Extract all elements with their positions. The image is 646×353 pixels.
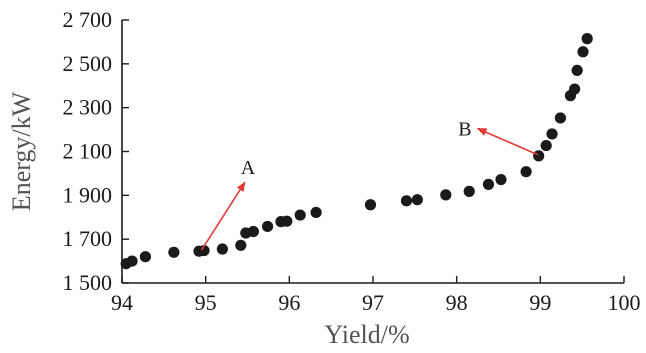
y-tick-label: 2 500 <box>63 51 113 76</box>
y-tick-label: 1 500 <box>63 270 113 295</box>
data-point <box>520 166 532 178</box>
x-tick-label: 96 <box>278 290 300 315</box>
data-point <box>364 199 377 211</box>
x-tick-label: 95 <box>195 290 217 315</box>
data-point <box>216 243 228 255</box>
data-point <box>554 112 567 124</box>
y-tick-label: 1 900 <box>63 182 113 207</box>
data-point <box>198 244 210 257</box>
x-tick-label: 100 <box>608 290 641 315</box>
data-point <box>581 33 593 45</box>
data-point <box>571 64 583 77</box>
data-point <box>495 173 507 186</box>
data-point <box>261 220 274 233</box>
data-point <box>235 239 247 251</box>
data-point <box>281 215 293 227</box>
x-tick-label: 94 <box>111 290 133 315</box>
data-point <box>440 189 452 201</box>
data-point <box>482 178 495 190</box>
x-tick-label: 98 <box>446 290 468 315</box>
data-point <box>569 83 581 95</box>
data-point <box>247 225 259 238</box>
annotation-label: A <box>241 157 256 179</box>
y-tick-label: 2 300 <box>63 95 113 120</box>
annotation-arrow <box>200 181 246 251</box>
annotation-arrow <box>476 127 539 156</box>
data-point <box>310 206 322 219</box>
y-tick-label: 2 100 <box>63 139 113 164</box>
data-point <box>126 255 138 267</box>
y-tick-label: 2 700 <box>63 7 113 32</box>
x-tick-label: 97 <box>362 290 384 315</box>
annotation-label: B <box>458 118 471 140</box>
x-tick-label: 99 <box>529 290 551 315</box>
data-point <box>400 195 413 207</box>
data-point <box>463 185 475 197</box>
y-axis-title: Energy/kW <box>7 91 36 211</box>
data-point <box>168 246 180 258</box>
data-point <box>139 251 152 263</box>
x-axis-title: Yield/% <box>324 320 409 349</box>
data-point <box>546 128 558 140</box>
data-point <box>577 46 589 58</box>
data-point <box>294 209 306 221</box>
data-point <box>533 150 545 162</box>
data-point <box>411 194 423 206</box>
data-point <box>540 139 552 152</box>
y-tick-label: 1 700 <box>63 226 113 251</box>
